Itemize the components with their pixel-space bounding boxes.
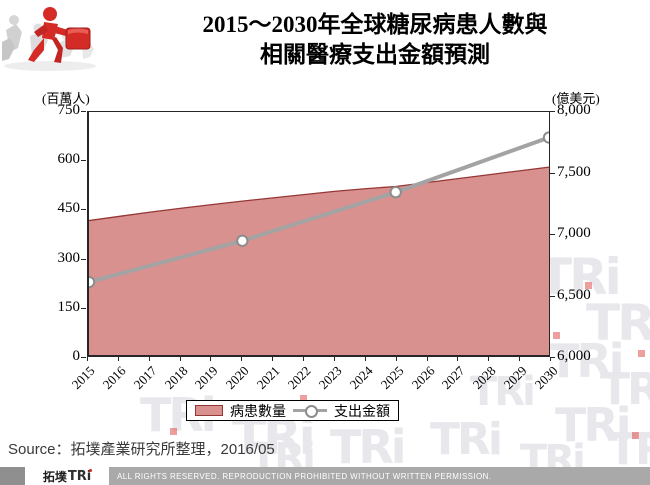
right-axis-tick-label: 6,000 [557,348,591,364]
left-axis-tick-mark [81,111,86,112]
chart-legend: 病患數量 支出金額 [186,400,399,421]
x-axis-tick-mark [272,357,274,361]
plot-area [87,111,550,357]
left-axis-tick-label: 750 [57,102,81,118]
chart-canvas [89,131,549,355]
right-axis-unit-label: (億美元) [552,91,600,106]
footer-rights-text: ALL RIGHTS RESERVED. REPRODUCTION PROHIB… [109,467,650,485]
legend-label-expenditure: 支出金額 [334,404,390,420]
x-axis-tick-mark [210,357,212,361]
left-axis-tick-label: 150 [57,298,81,315]
x-axis-tick-mark [333,357,335,361]
left-axis-unit-label: (百萬人) [42,91,90,106]
right-axis-tick-label: 7,500 [557,163,591,180]
x-axis-tick-mark [488,357,490,361]
patients-area-border [89,166,549,222]
watermark-red-dot [170,428,177,435]
expenditure-markers [89,131,549,289]
x-axis-tick-mark [303,357,305,361]
x-axis-tick-mark [364,357,366,361]
tri-watermark-text: TRi [600,364,650,415]
tri-logo-latin: TRi [67,468,93,484]
right-axis-tick-label: 6,500 [557,286,591,303]
left-axis-tick-label: 0 [72,348,81,364]
page-title-line2: 相關醫療支出金額預測 [260,42,490,67]
watermark-red-dot [553,332,560,339]
pink-area-swatch [195,405,223,416]
source-line: Source：拓墣產業研究所整理，2016/05 [8,441,275,458]
tri-watermark-text: TRi [330,420,407,474]
logo-red-dot [89,468,93,472]
right-axis-tick-mark [550,357,555,358]
x-axis-tick-mark [395,357,397,361]
x-axis-tick-mark [179,357,181,361]
watermark-red-dot [632,432,639,439]
expenditure-marker [389,186,402,199]
tri-logo-chinese: 拓墣 [42,469,67,484]
tri-watermark-text: TRi [586,294,650,352]
running-figure-with-briefcase-logo [2,7,96,71]
tri-watermark-text: TRi [555,398,632,452]
left-axis-tick-mark [81,160,86,162]
red-running-figure [28,7,91,63]
right-axis-tick-mark [550,295,555,297]
right-axis-tick-label: 7,000 [557,225,591,241]
right-axis-tick-mark [550,111,555,112]
right-axis-tick-label: 8,000 [557,102,591,118]
tri-logo: 拓墣 TRi [25,467,109,485]
x-axis-tick-mark [87,357,88,361]
tri-watermark-text: TRi [608,424,650,475]
left-axis-tick-mark [81,209,86,211]
left-axis-tick-mark [81,357,86,358]
x-axis-tick-mark [148,357,150,361]
left-axis-tick-label: 300 [57,249,81,266]
footer-gray-block [0,467,25,485]
right-axis-tick-mark [550,234,555,235]
left-axis-tick-label: 450 [57,200,81,217]
tri-watermark-text: TRi [430,414,503,465]
expenditure-marker [236,234,249,247]
x-axis-tick-mark [519,357,521,361]
gray-line-marker-swatch [293,405,327,418]
x-axis-tick-mark [117,357,119,361]
x-axis-tick-mark [457,357,459,361]
expenditure-line-series [89,135,549,285]
expenditure-marker [89,275,96,289]
x-axis-tick-mark [241,357,243,361]
watermark-red-dot [638,350,645,357]
page-title-line1: 2015～2030年全球糖尿病患人數與 [202,12,548,37]
legend-label-patients: 病患數量 [230,404,286,420]
left-axis-tick-label: 600 [57,151,81,168]
footer-bar: 拓墣 TRi ALL RIGHTS RESERVED. REPRODUCTION… [0,467,650,485]
x-axis-tick-mark [550,357,551,361]
expenditure-marker [542,131,549,144]
page-title: 2015～2030年全球糖尿病患人數與 相關醫療支出金額預測 [108,10,642,70]
x-axis-tick-mark [426,357,428,361]
left-axis-tick-mark [81,258,86,260]
legend-circle-marker [305,405,318,418]
patients-area-series [89,167,549,355]
left-axis-tick-mark [81,307,86,309]
right-axis-tick-mark [550,172,555,174]
